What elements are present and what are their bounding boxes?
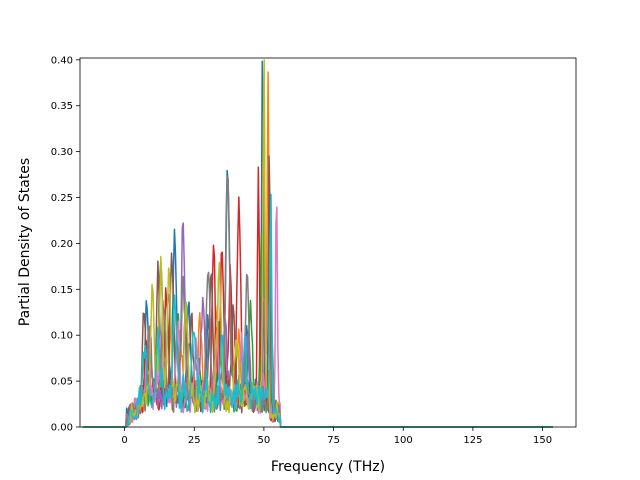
y-axis-ticks: 0.00 0.05 0.10 0.15 0.20 0.25 0.30 0.35 0.40 xyxy=(51,55,80,434)
y-tick-label: 0.15 xyxy=(51,285,73,296)
y-tick-label: 0.10 xyxy=(51,331,73,342)
x-tick-label: 75 xyxy=(327,435,340,446)
y-tick-label: 0.30 xyxy=(51,147,73,158)
x-tick-label: 150 xyxy=(533,435,552,446)
x-tick-label: 100 xyxy=(394,435,413,446)
x-tick-label: 50 xyxy=(258,435,271,446)
x-tick-label: 125 xyxy=(463,435,482,446)
y-tick-label: 0.05 xyxy=(51,377,73,388)
y-tick-label: 0.40 xyxy=(51,55,73,66)
x-axis-ticks: 0 25 50 75 100 125 150 xyxy=(121,427,552,446)
y-tick-label: 0.00 xyxy=(51,423,73,434)
plot-frame xyxy=(79,57,577,428)
x-axis-label: Frequency (THz) xyxy=(271,459,385,475)
y-tick-label: 0.35 xyxy=(51,101,73,112)
y-axis-label: Partial Density of States xyxy=(17,158,33,326)
y-tick-label: 0.25 xyxy=(51,193,73,204)
x-tick-label: 0 xyxy=(121,435,127,446)
y-tick-label: 0.20 xyxy=(51,239,73,250)
x-tick-label: 25 xyxy=(188,435,201,446)
